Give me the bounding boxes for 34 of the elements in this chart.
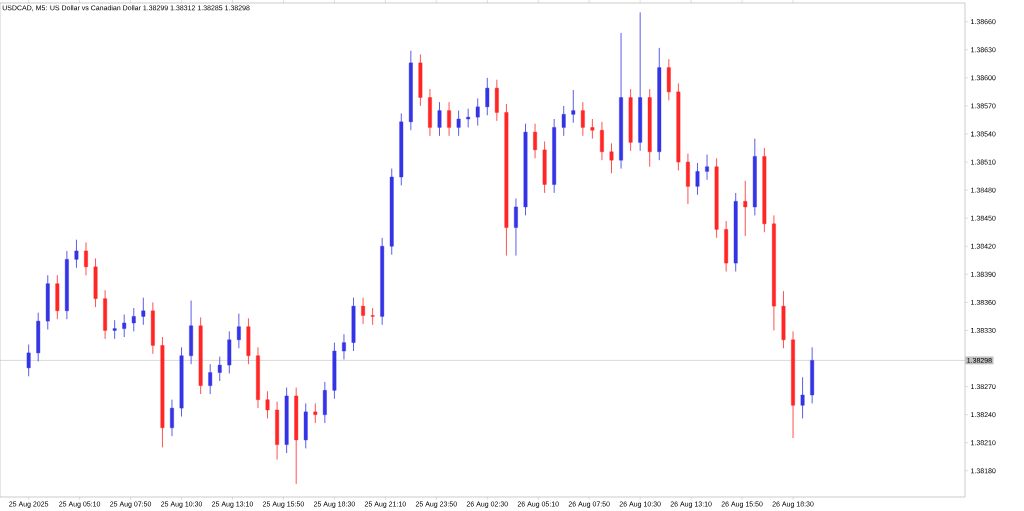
- candlestick: [533, 123, 537, 159]
- candlestick: [313, 403, 318, 424]
- candlestick: [475, 98, 480, 126]
- candlestick: [456, 110, 461, 137]
- candlestick: [74, 239, 79, 269]
- candlestick: [466, 108, 471, 128]
- candlestick: [437, 101, 442, 137]
- candlestick: [217, 356, 222, 382]
- candlestick: [236, 313, 241, 349]
- candlestick: [609, 142, 614, 174]
- candlestick: [447, 101, 451, 137]
- candlestick: [141, 297, 146, 326]
- candlestick: [600, 121, 604, 161]
- candlestick: [561, 105, 566, 137]
- candlestick: [571, 89, 576, 124]
- candlestick: [370, 307, 375, 326]
- candlestick: [695, 162, 700, 196]
- candlestick: [705, 154, 709, 181]
- candlestick: [131, 307, 136, 332]
- candlestick: [485, 77, 490, 116]
- candlestick: [361, 297, 365, 325]
- candlestick: [800, 376, 805, 419]
- candlestick: [342, 333, 346, 360]
- candlestick: [265, 390, 270, 419]
- candlestick: [590, 118, 595, 140]
- candlestick: [743, 180, 748, 237]
- candlestick: [84, 242, 88, 276]
- candlestick: [208, 363, 213, 395]
- candlestick: [26, 344, 31, 377]
- candlestick: [514, 198, 518, 257]
- candlestick: [580, 101, 585, 137]
- candlestick: [122, 314, 127, 338]
- candlestick: [112, 319, 117, 340]
- candlestick: [170, 399, 174, 437]
